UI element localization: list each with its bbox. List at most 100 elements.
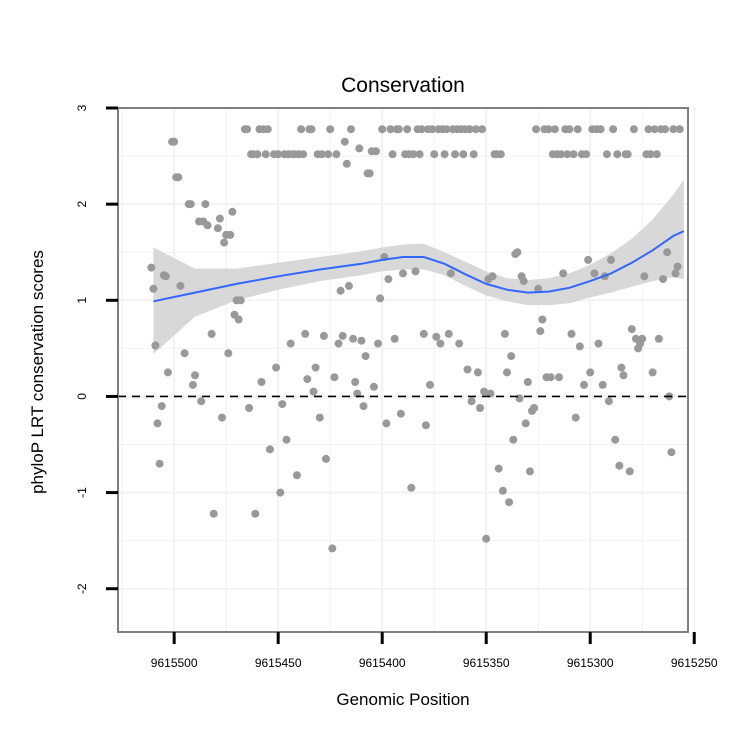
data-point bbox=[384, 275, 393, 284]
data-point bbox=[648, 368, 657, 377]
data-point bbox=[338, 331, 347, 340]
data-point bbox=[580, 380, 588, 389]
data-point bbox=[473, 368, 482, 377]
data-point bbox=[538, 315, 547, 324]
data-point bbox=[469, 150, 478, 159]
data-point bbox=[650, 125, 659, 134]
data-point bbox=[207, 329, 216, 338]
data-point bbox=[465, 125, 474, 134]
data-point bbox=[243, 125, 251, 134]
data-point bbox=[309, 387, 318, 396]
data-point bbox=[349, 334, 358, 343]
data-point bbox=[671, 269, 680, 278]
data-point bbox=[361, 352, 370, 361]
data-point bbox=[625, 467, 634, 476]
data-point bbox=[417, 125, 426, 134]
data-point bbox=[197, 397, 206, 406]
data-point bbox=[428, 125, 437, 134]
data-point bbox=[478, 125, 487, 134]
data-point bbox=[463, 365, 472, 374]
data-point bbox=[263, 125, 272, 134]
x-tick-label: 9615500 bbox=[151, 656, 198, 670]
data-point bbox=[251, 509, 260, 518]
data-point bbox=[147, 263, 156, 272]
data-point bbox=[613, 150, 622, 159]
data-point bbox=[536, 327, 545, 336]
data-point bbox=[149, 284, 158, 293]
data-point bbox=[629, 125, 638, 134]
y-tick-label: 0 bbox=[75, 393, 89, 400]
data-points bbox=[147, 125, 684, 553]
data-point bbox=[226, 230, 235, 239]
data-point bbox=[640, 272, 649, 281]
data-point bbox=[234, 315, 243, 324]
data-point bbox=[459, 150, 468, 159]
data-point bbox=[215, 214, 224, 223]
data-point bbox=[403, 125, 412, 134]
data-point bbox=[509, 435, 518, 444]
data-point bbox=[638, 334, 647, 343]
data-point bbox=[372, 147, 380, 156]
y-tick-label: -1 bbox=[75, 487, 89, 498]
data-point bbox=[297, 125, 306, 134]
data-point bbox=[365, 169, 374, 178]
data-point bbox=[351, 378, 360, 386]
data-point bbox=[646, 150, 655, 159]
data-point bbox=[673, 262, 682, 271]
data-point bbox=[257, 378, 266, 386]
data-point bbox=[617, 363, 626, 372]
y-axis: -2 -1 0 1 2 3 bbox=[75, 104, 118, 594]
data-point bbox=[586, 368, 595, 377]
data-point bbox=[482, 534, 491, 543]
data-point bbox=[467, 397, 476, 406]
data-point bbox=[609, 125, 618, 134]
data-point bbox=[163, 368, 172, 377]
data-point bbox=[236, 296, 245, 305]
data-point bbox=[347, 125, 355, 134]
data-point bbox=[330, 373, 339, 382]
data-point bbox=[340, 137, 349, 146]
data-point bbox=[311, 363, 320, 372]
x-tick-label: 9615250 bbox=[671, 656, 718, 670]
data-point bbox=[486, 389, 495, 398]
data-point bbox=[282, 435, 291, 444]
data-point bbox=[532, 125, 541, 134]
data-point bbox=[186, 200, 195, 209]
data-point bbox=[224, 349, 233, 358]
data-point bbox=[519, 277, 528, 286]
data-point bbox=[573, 125, 582, 134]
data-point bbox=[659, 275, 667, 284]
data-point bbox=[498, 486, 507, 495]
x-axis: 9615500 9615450 9615400 9615350 9615300 96152… bbox=[151, 632, 718, 670]
y-tick-label: 1 bbox=[75, 297, 89, 304]
data-point bbox=[604, 397, 613, 406]
data-point bbox=[607, 255, 615, 264]
data-point bbox=[170, 137, 179, 146]
data-point bbox=[544, 125, 553, 134]
data-point bbox=[582, 150, 591, 159]
data-point bbox=[521, 419, 530, 428]
x-axis-label: Genomic Position bbox=[336, 690, 469, 709]
data-point bbox=[261, 150, 270, 159]
data-point bbox=[286, 339, 295, 348]
data-point bbox=[245, 404, 254, 412]
data-point bbox=[265, 445, 274, 454]
data-point bbox=[557, 150, 566, 159]
data-point bbox=[596, 125, 605, 134]
data-point bbox=[421, 421, 430, 430]
chart-title: Conservation bbox=[341, 74, 465, 97]
data-point bbox=[534, 284, 543, 293]
data-point bbox=[584, 255, 593, 264]
data-point bbox=[615, 461, 624, 470]
y-tick-label: 2 bbox=[75, 200, 89, 207]
data-point bbox=[359, 402, 368, 411]
y-axis-label: phyloP LRT conservation scores bbox=[28, 250, 47, 494]
data-point bbox=[209, 509, 218, 518]
data-point bbox=[440, 150, 449, 159]
data-point bbox=[272, 363, 281, 372]
data-point bbox=[590, 269, 599, 278]
data-point bbox=[394, 125, 403, 134]
data-point bbox=[571, 413, 580, 422]
data-point bbox=[602, 150, 611, 159]
data-point bbox=[525, 467, 534, 476]
